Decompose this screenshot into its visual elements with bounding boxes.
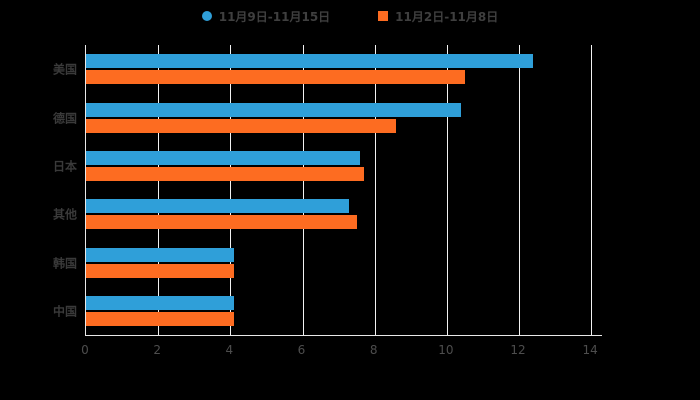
gridline xyxy=(158,45,160,335)
bar-series2-其他 xyxy=(86,215,357,230)
x-tick-label: 4 xyxy=(225,343,234,357)
bar-series1-其他 xyxy=(86,199,350,214)
x-tick-label: 0 xyxy=(81,343,89,357)
y-axis-label: 美国 xyxy=(52,62,77,77)
y-axis-label: 德国 xyxy=(52,111,77,125)
y-axis-label: 韩国 xyxy=(52,256,77,270)
bar-series2-日本 xyxy=(86,166,364,181)
x-tick-label: 8 xyxy=(369,343,378,357)
bar-series1-中国 xyxy=(86,295,234,310)
gridline xyxy=(302,45,304,335)
legend-square-marker xyxy=(378,11,389,21)
legend-label: 11月9日-11月15日 xyxy=(218,9,331,24)
gridline xyxy=(374,45,376,335)
bar-series1-日本 xyxy=(86,150,361,165)
y-axis-label: 其他 xyxy=(52,207,77,222)
gridline xyxy=(446,45,448,335)
bar-series1-美国 xyxy=(86,54,534,69)
legend-label: 11月2日-11月8日 xyxy=(395,9,499,24)
bar-series2-中国 xyxy=(86,311,234,326)
plot-area xyxy=(85,45,602,336)
x-tick-label: 12 xyxy=(510,343,526,357)
legend-item-1[interactable]: 11月2日-11月8日 xyxy=(378,8,498,25)
x-tick-label: 14 xyxy=(582,343,598,357)
gridline xyxy=(591,45,593,335)
x-tick-label: 2 xyxy=(153,343,161,357)
bar-series2-韩国 xyxy=(86,263,234,278)
bar-series2-美国 xyxy=(86,70,465,85)
bar-series1-德国 xyxy=(86,102,462,117)
bar-series2-德国 xyxy=(86,118,397,133)
x-tick-label: 6 xyxy=(297,343,306,357)
legend-item-0[interactable]: 11月9日-11月15日 xyxy=(201,8,331,25)
y-axis-label: 中国 xyxy=(52,304,77,319)
y-axis-label: 日本 xyxy=(52,159,77,174)
gridline xyxy=(519,45,520,335)
gridline xyxy=(230,45,232,335)
bar-series1-韩国 xyxy=(86,247,234,262)
chart-legend: 11月9日-11月15日 11月2日-11月8日 xyxy=(0,6,700,26)
legend-circle-marker xyxy=(201,11,212,21)
x-tick-label: 10 xyxy=(438,343,454,357)
